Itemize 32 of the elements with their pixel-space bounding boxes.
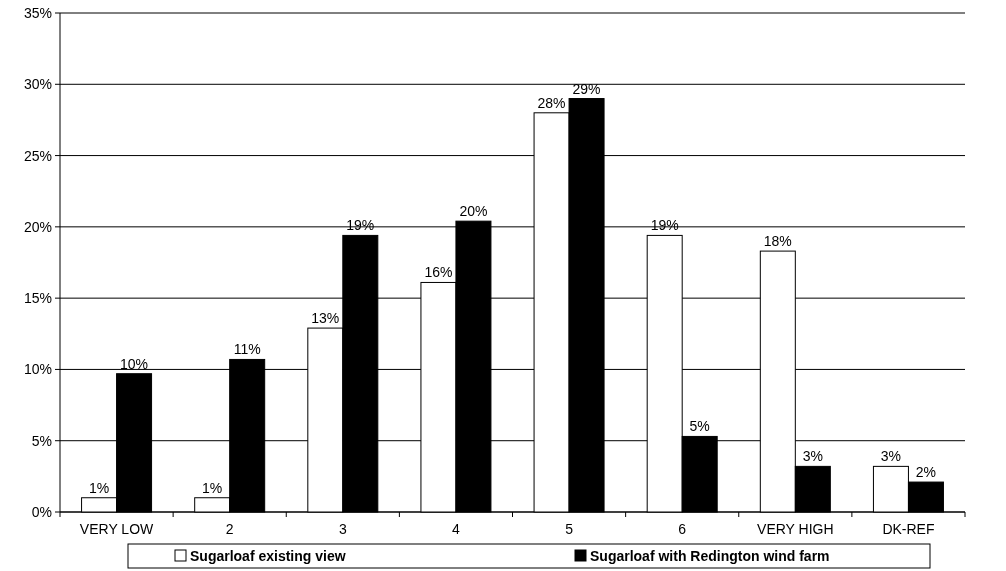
data-label: 10%: [120, 355, 149, 372]
data-label: 20%: [459, 203, 488, 220]
legend-label: Sugarloaf existing view: [190, 548, 346, 564]
x-tick-label: VERY HIGH: [757, 521, 834, 537]
data-label: 1%: [202, 479, 223, 496]
x-tick-label: 3: [338, 521, 347, 537]
x-tick-label: 6: [678, 521, 687, 537]
x-tick-label: DK-REF: [882, 521, 935, 537]
data-label: 16%: [424, 264, 453, 281]
y-tick-label: 30%: [23, 76, 52, 93]
x-tick-label: VERY LOW: [79, 521, 155, 537]
y-tick-label: 0%: [31, 504, 52, 520]
x-tick-label: 5: [565, 521, 574, 537]
legend-label: Sugarloaf with Redington wind farm: [590, 548, 830, 564]
data-label: 1%: [88, 479, 110, 496]
y-tick-label: 35%: [23, 5, 52, 21]
data-label: 3%: [802, 448, 823, 465]
data-label: 5%: [689, 418, 710, 435]
data-label: 13%: [311, 310, 340, 327]
y-tick-label: 15%: [23, 290, 52, 307]
y-tick-label: 10%: [23, 361, 52, 378]
y-tick-label: 20%: [23, 218, 52, 235]
y-tick-label: 5%: [31, 432, 52, 449]
data-label: 3%: [880, 448, 902, 465]
x-tick-label: 2: [225, 521, 234, 537]
data-label: 11%: [233, 341, 261, 358]
data-label: 2%: [915, 464, 937, 481]
y-tick-label: 25%: [23, 147, 52, 164]
data-label: 18%: [763, 233, 792, 250]
data-label: 29%: [572, 80, 601, 97]
x-tick-label: 4: [452, 521, 461, 537]
data-label: 28%: [537, 94, 566, 111]
